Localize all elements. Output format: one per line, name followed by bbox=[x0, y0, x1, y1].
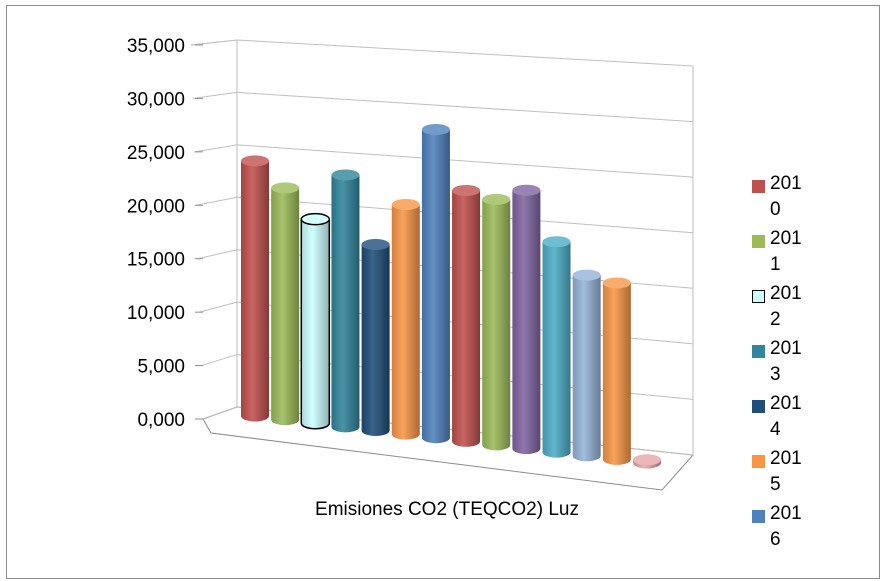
chart-plot: 0,000 5,000 10,000 15,000 20,000 25,000 30,000… bbox=[127, 36, 695, 520]
bar-body bbox=[452, 190, 481, 447]
gridline bbox=[197, 249, 694, 289]
bar-top bbox=[331, 169, 360, 181]
y-axis-ticks: 0,000 5,000 10,000 15,000 20,000 25,000 30,000… bbox=[127, 36, 203, 431]
bar-top bbox=[602, 277, 631, 289]
bar-2010 bbox=[241, 155, 269, 422]
legend-label: 2011 bbox=[770, 228, 802, 275]
bar-series-14 bbox=[633, 454, 661, 469]
bar-top bbox=[633, 454, 661, 466]
bar-series-8 bbox=[452, 184, 481, 447]
legend-swatch bbox=[752, 400, 765, 413]
bar-top bbox=[421, 123, 450, 135]
gridline bbox=[194, 144, 694, 178]
bars bbox=[241, 123, 661, 469]
bar-body bbox=[361, 244, 390, 436]
bar-series-9 bbox=[482, 193, 511, 451]
legend-label: 2012 bbox=[770, 283, 802, 330]
bar-2016 bbox=[421, 123, 450, 444]
gridline bbox=[190, 39, 694, 67]
gridline bbox=[196, 196, 694, 234]
bar-body bbox=[271, 187, 300, 426]
bar-body bbox=[602, 282, 631, 465]
gridline bbox=[199, 301, 694, 345]
x-axis-label: Emisiones CO2 (TEQCO2) Luz bbox=[315, 499, 579, 520]
bar-body bbox=[572, 275, 601, 462]
bar-top bbox=[542, 236, 571, 248]
gridline bbox=[201, 354, 694, 400]
bar-top bbox=[482, 193, 511, 205]
gridlines bbox=[190, 39, 694, 456]
legend-swatch bbox=[752, 180, 765, 193]
bar-series-11 bbox=[542, 236, 571, 458]
legend-swatch bbox=[752, 455, 765, 468]
bar-2011 bbox=[271, 182, 300, 426]
y-tick-label: 20,000 bbox=[127, 196, 185, 217]
legend-swatch bbox=[752, 345, 765, 358]
bar-body bbox=[300, 218, 331, 430]
legend-swatch bbox=[752, 290, 765, 303]
legend-label: 2013 bbox=[770, 338, 802, 385]
bar-2014 bbox=[361, 238, 390, 436]
legend-item: 2012 bbox=[752, 281, 872, 336]
gridline bbox=[192, 91, 694, 123]
bar-body bbox=[241, 160, 269, 422]
legend-label: 2014 bbox=[770, 393, 802, 440]
bar-top bbox=[391, 198, 420, 210]
bar-body bbox=[542, 241, 571, 458]
bar-2013 bbox=[331, 169, 360, 433]
bar-2015 bbox=[391, 198, 420, 440]
bar-2012 bbox=[300, 212, 331, 430]
legend-item: 2014 bbox=[752, 391, 872, 446]
bar-series-13 bbox=[602, 277, 631, 465]
legend-swatch bbox=[752, 510, 765, 523]
bar-top bbox=[241, 155, 269, 167]
legend-label: 2015 bbox=[770, 448, 802, 495]
y-tick-label: 35,000 bbox=[127, 36, 185, 57]
bar-body bbox=[421, 129, 450, 444]
y-tick-label: 30,000 bbox=[127, 89, 185, 110]
legend-label: 2016 bbox=[770, 503, 802, 550]
bar-body bbox=[512, 190, 541, 455]
legend-item: 2013 bbox=[752, 336, 872, 391]
bar-top bbox=[512, 184, 541, 196]
y-tick-label: 25,000 bbox=[127, 143, 185, 164]
legend-item: 2015 bbox=[752, 446, 872, 501]
bar-series-10 bbox=[512, 184, 541, 455]
bar-body bbox=[331, 174, 360, 433]
bar-top bbox=[452, 184, 481, 196]
legend-item: 2016 bbox=[752, 501, 872, 556]
bar-top bbox=[271, 182, 300, 194]
bar-top bbox=[300, 212, 331, 226]
legend: 2010 2011 2012 2013 2014 2015 2016 bbox=[752, 171, 872, 556]
bar-body bbox=[482, 199, 511, 451]
legend-label: 2010 bbox=[770, 173, 802, 220]
y-tick-label: 10,000 bbox=[127, 303, 185, 324]
bar-body bbox=[391, 204, 420, 440]
gridline bbox=[202, 406, 694, 456]
chart-frame: 0,000 5,000 10,000 15,000 20,000 25,000 30,000… bbox=[6, 5, 880, 579]
bar-top bbox=[572, 269, 601, 281]
legend-item: 2010 bbox=[752, 171, 872, 226]
legend-swatch bbox=[752, 235, 765, 248]
y-tick-label: 0,000 bbox=[137, 410, 185, 431]
bar-top bbox=[361, 238, 390, 250]
legend-item: 2011 bbox=[752, 226, 872, 281]
bar-series-12 bbox=[572, 269, 601, 462]
y-tick-label: 5,000 bbox=[137, 357, 185, 378]
y-tick-label: 15,000 bbox=[127, 250, 185, 271]
